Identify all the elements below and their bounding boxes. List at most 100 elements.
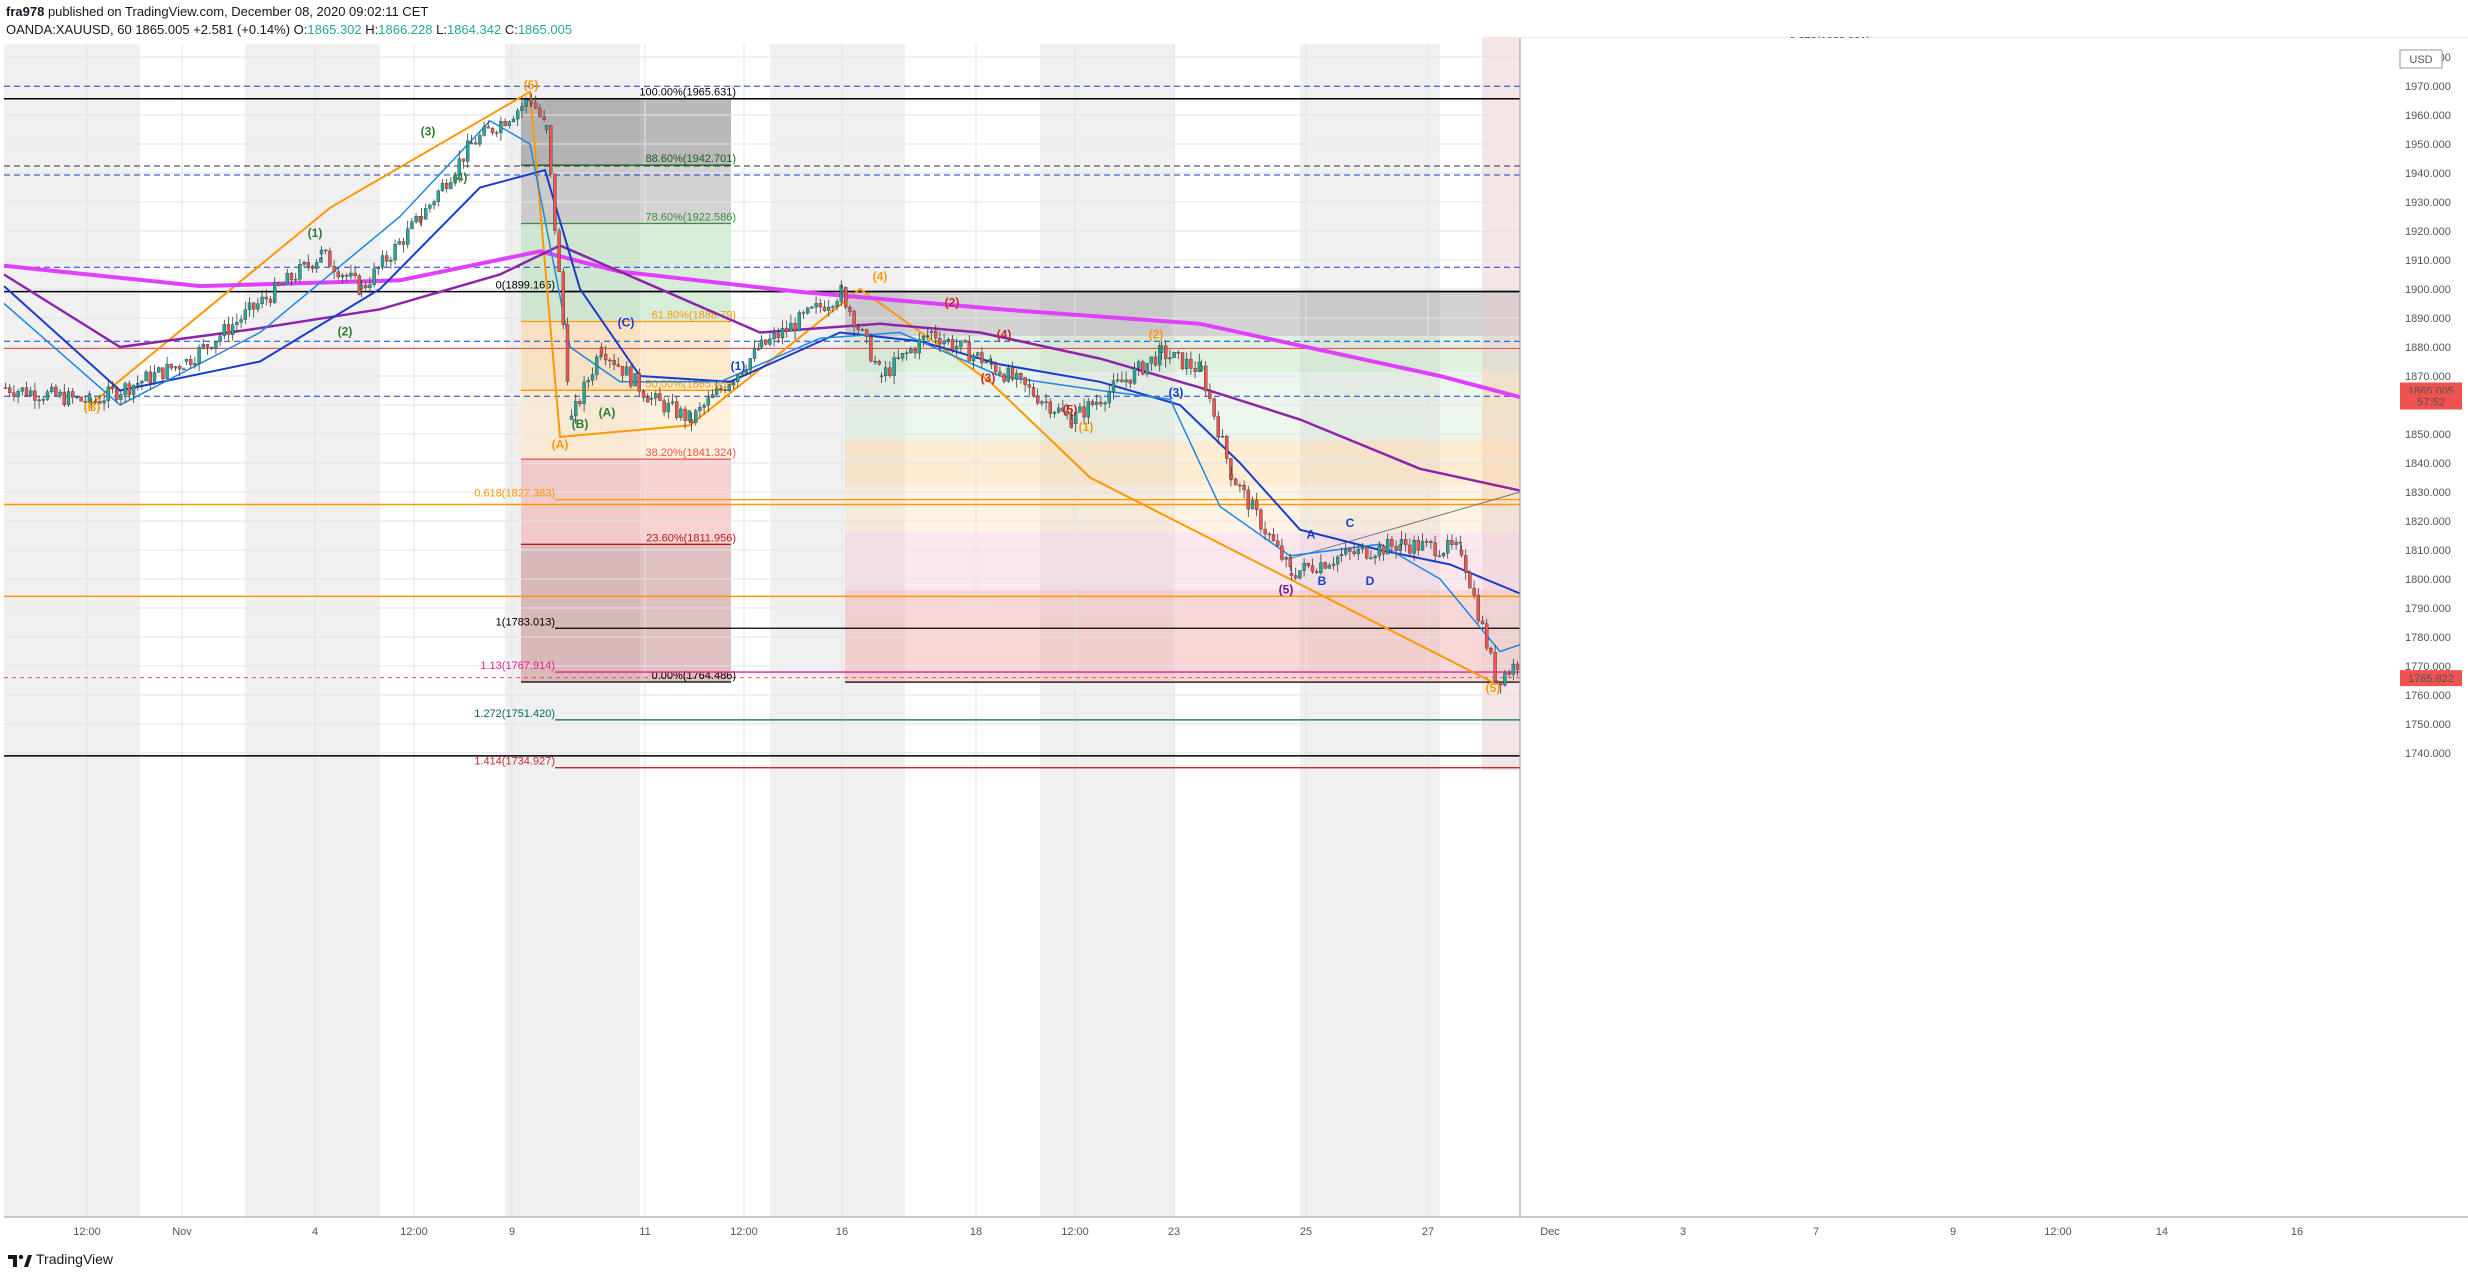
candle-body bbox=[1373, 555, 1377, 559]
candle-body bbox=[1433, 542, 1437, 557]
last-price: 1865.005 bbox=[135, 22, 190, 37]
candle-body bbox=[349, 272, 353, 277]
candle-body bbox=[461, 158, 466, 162]
currency-box bbox=[2399, 49, 2443, 69]
candle-body bbox=[1203, 365, 1208, 392]
candle-body bbox=[1284, 557, 1288, 560]
time-tick-label: 7 bbox=[1813, 1226, 1819, 1238]
candle-body bbox=[1511, 663, 1516, 675]
candle-body bbox=[1180, 352, 1185, 370]
candle-body bbox=[976, 352, 980, 356]
candle-body bbox=[980, 352, 984, 364]
candle-body bbox=[260, 296, 264, 304]
candle-body bbox=[772, 333, 776, 340]
candle-body bbox=[414, 216, 418, 222]
candle-body bbox=[797, 312, 801, 332]
publish-line: fra978 published on TradingView.com, Dec… bbox=[6, 4, 428, 19]
candle-body bbox=[900, 353, 905, 359]
candle-body bbox=[218, 335, 222, 342]
candle-body bbox=[1229, 458, 1233, 480]
price-change: +2.581 (+0.14%) bbox=[193, 22, 291, 37]
candle-body bbox=[169, 363, 174, 369]
session-band bbox=[4, 44, 140, 1240]
candle-body bbox=[1494, 680, 1499, 683]
fib-label: 1.13(1767.914) bbox=[480, 660, 555, 672]
candle-body bbox=[1208, 390, 1212, 399]
candle-body bbox=[1107, 391, 1112, 404]
candle-body bbox=[1224, 436, 1229, 459]
candle-body bbox=[917, 339, 921, 354]
candle-body bbox=[165, 363, 169, 380]
candle-body bbox=[24, 387, 29, 396]
candle-body bbox=[612, 359, 616, 365]
candle-body bbox=[3, 387, 8, 389]
candle-body bbox=[938, 338, 942, 345]
candle-body bbox=[332, 266, 336, 272]
candle-body bbox=[1103, 402, 1107, 405]
candle-body bbox=[565, 324, 570, 382]
candle-body bbox=[144, 371, 148, 382]
candle-body bbox=[929, 331, 934, 333]
candle-body bbox=[822, 306, 827, 311]
candle-body bbox=[239, 319, 243, 323]
time-tick-label: 3 bbox=[1680, 1226, 1686, 1238]
wave-label: C bbox=[1346, 516, 1355, 530]
tradingview-brand[interactable]: TradingView bbox=[36, 1251, 114, 1267]
candle-body bbox=[1377, 545, 1382, 557]
fib-label: 0.618(1827.383) bbox=[474, 488, 555, 500]
price-tick-label: 1790.000 bbox=[2405, 603, 2451, 615]
candle-body bbox=[582, 381, 586, 405]
wave-label: (3) bbox=[1169, 385, 1184, 399]
candle-body bbox=[380, 255, 385, 268]
candle-body bbox=[1090, 401, 1095, 405]
candle-body bbox=[971, 355, 976, 362]
price-tick-label: 1880.000 bbox=[2405, 342, 2451, 354]
author-name[interactable]: fra978 bbox=[6, 4, 45, 19]
wave-label: (5) bbox=[1486, 681, 1501, 695]
candle-body bbox=[1168, 357, 1172, 360]
candle-body bbox=[844, 287, 848, 308]
candle-body bbox=[1035, 395, 1040, 404]
candle-body bbox=[888, 367, 892, 376]
candle-body bbox=[1149, 356, 1154, 364]
candle-body bbox=[989, 363, 994, 365]
candle-body bbox=[1023, 377, 1027, 385]
candle-body bbox=[490, 127, 495, 133]
candle-body bbox=[135, 382, 140, 386]
candle-body bbox=[574, 401, 578, 417]
wave-label: (A) bbox=[599, 406, 616, 420]
candle-body bbox=[336, 271, 340, 278]
candle-body bbox=[457, 158, 461, 176]
candle-body bbox=[1124, 379, 1128, 383]
candle-body bbox=[247, 302, 252, 310]
candle-body bbox=[1267, 533, 1272, 536]
candle-body bbox=[102, 400, 106, 404]
candle-body bbox=[608, 359, 612, 362]
candle-body bbox=[1006, 367, 1010, 382]
candle-body bbox=[1310, 565, 1315, 572]
wave-label: (4) bbox=[873, 269, 888, 283]
candle-body bbox=[1132, 367, 1137, 384]
candle-body bbox=[140, 380, 144, 384]
candle-body bbox=[835, 301, 839, 307]
candle-body bbox=[1403, 539, 1408, 546]
candle-body bbox=[1416, 540, 1421, 551]
candle-body bbox=[569, 415, 574, 420]
candle-body bbox=[285, 273, 289, 285]
candle-body bbox=[806, 307, 810, 314]
fib-label: 78.60%(1922.586) bbox=[645, 212, 736, 224]
candle-body bbox=[877, 360, 881, 365]
price-tick-label: 1760.000 bbox=[2405, 690, 2451, 702]
candle-body bbox=[1056, 407, 1061, 413]
candle-body bbox=[1339, 554, 1344, 557]
time-tick-label: 12:00 bbox=[1061, 1226, 1089, 1238]
candle-body bbox=[1099, 401, 1103, 405]
wave-label: (1) bbox=[1079, 420, 1094, 434]
candle-body bbox=[595, 356, 599, 375]
candle-body bbox=[440, 183, 445, 192]
price-tick-label: 1780.000 bbox=[2405, 632, 2451, 644]
candle-body bbox=[385, 255, 389, 262]
candle-body bbox=[364, 284, 368, 289]
candle-body bbox=[1293, 575, 1298, 579]
